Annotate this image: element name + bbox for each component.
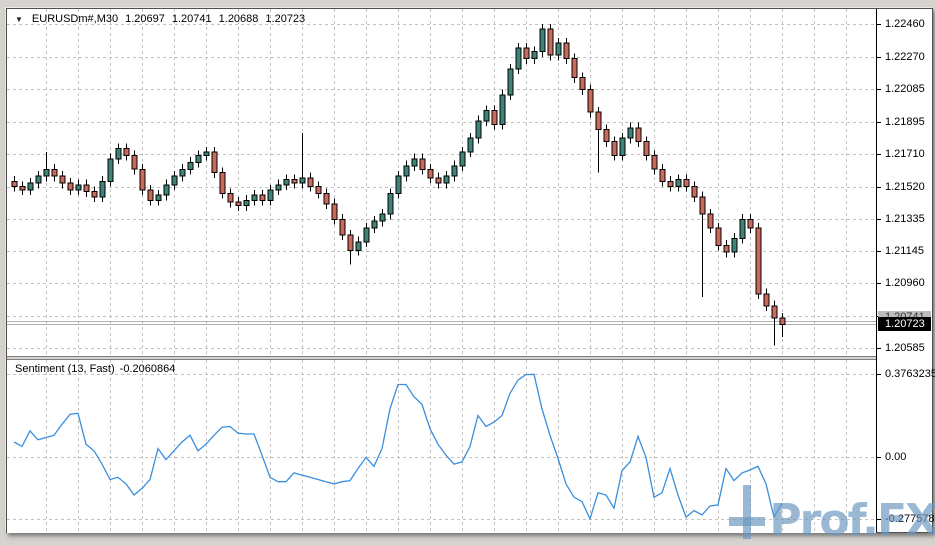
price-axis-label: 1.21145 [885,245,924,257]
symbol-dropdown-icon[interactable]: ▼ [15,14,23,24]
price-axis-label: 1.21710 [885,148,925,160]
axis-tick [877,519,881,520]
indicator-axis-label: 0.00 [885,451,907,463]
axis-tick [877,374,881,375]
chart-window: ▼ EURUSDm#,M30 1.20697 1.20741 1.20688 1… [6,8,935,533]
price-axis-label: 1.21335 [885,213,925,225]
axis-tick [877,219,881,220]
indicator-panel[interactable]: Sentiment (13, Fast) -0.2060864 [7,359,876,533]
price-axis-label: 1.22085 [885,83,925,95]
symbol-label: EURUSDm#,M30 [31,13,119,25]
indicator-axis-label: 0.3763235 [885,368,935,380]
ohlc-high: 1.20741 [171,13,212,25]
current-price-label: 1.20723 [878,317,931,331]
price-axis-label: 1.22460 [885,18,925,30]
axis-tick [877,57,881,58]
indicator-axis-label: -0.277578 [885,513,935,525]
axis-tick [877,348,881,349]
ohlc-open: 1.20697 [125,13,165,25]
candlestick-chart[interactable] [7,9,876,356]
price-axis-label: 1.21895 [885,116,925,128]
axis-tick [877,154,881,155]
ohlc-close: 1.20723 [265,13,306,25]
price-axis-label: 1.20960 [885,277,925,289]
axis-tick [877,122,881,123]
axis-tick [877,251,881,252]
price-scale[interactable]: 1.20741 1.20723 1.224601.222701.220851.2… [876,9,935,532]
axis-tick [877,283,881,284]
indicator-value: -0.2060864 [119,363,176,375]
indicator-header: Sentiment (13, Fast) -0.2060864 [15,363,175,375]
price-axis-label: 1.20585 [885,342,925,354]
main-chart-panel[interactable]: ▼ EURUSDm#,M30 1.20697 1.20741 1.20688 1… [7,9,876,357]
axis-tick [877,24,881,25]
indicator-name: Sentiment (13, Fast) [15,363,115,375]
chart-header: ▼ EURUSDm#,M30 1.20697 1.20741 1.20688 1… [15,13,305,25]
ohlc-low: 1.20688 [218,13,259,25]
axis-tick [877,457,881,458]
axis-tick [877,187,881,188]
price-axis-label: 1.21520 [885,181,925,193]
sentiment-chart[interactable] [7,360,876,532]
price-axis-label: 1.22270 [885,51,925,63]
axis-tick [877,89,881,90]
